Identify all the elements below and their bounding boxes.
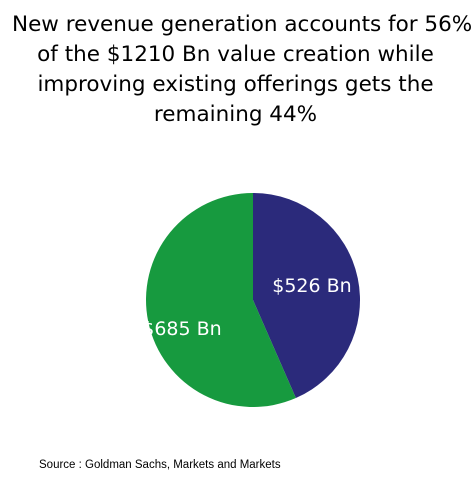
chart-title-line: of the $1210 Bn value creation while: [37, 42, 434, 67]
source-note: Source : Goldman Sachs, Markets and Mark…: [39, 459, 281, 471]
pie-slice-685: [146, 193, 296, 407]
chart-title-line: New revenue generation accounts for 56%: [12, 12, 471, 37]
slice-label-526: $526 Bn: [272, 275, 351, 297]
chart-title: New revenue generation accounts for 56% …: [12, 10, 471, 130]
pie-slices: [146, 193, 361, 407]
pie-slice-526: [253, 193, 361, 399]
slice-label-685: $685 Bn: [142, 318, 221, 340]
chart-title-line: improving existing offerings gets the: [37, 72, 434, 97]
chart-title-line: remaining 44%: [153, 102, 318, 127]
